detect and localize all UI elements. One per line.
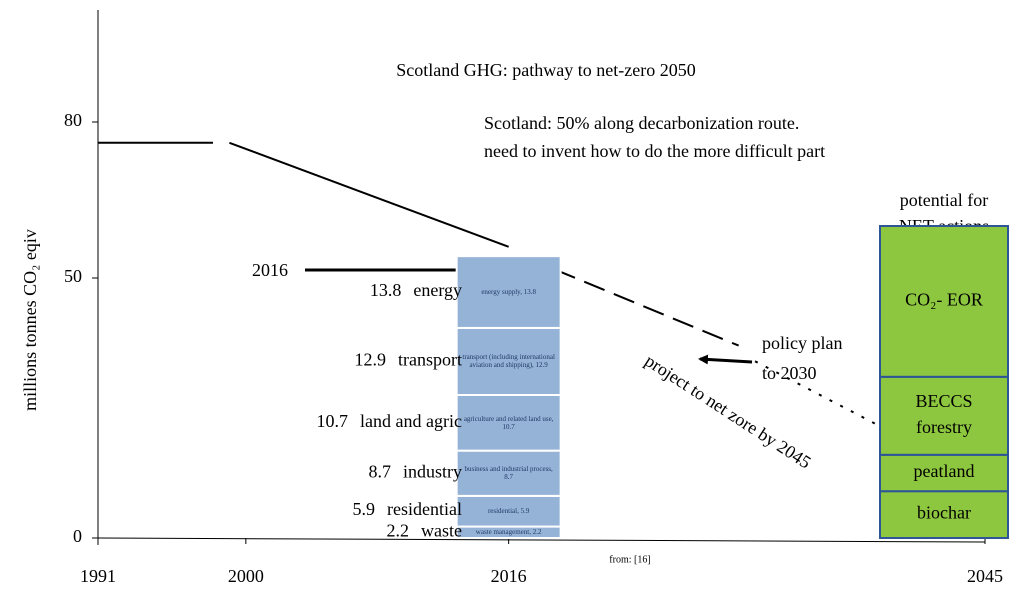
- y-tick-label: 80: [64, 110, 82, 130]
- net-segment: [879, 453, 1009, 493]
- segment-inner-text: agriculture and related land use, 10.7: [463, 414, 554, 431]
- segment-label: 5.9 residential: [353, 499, 462, 519]
- net-label: biochar: [917, 503, 971, 523]
- net-label: CO₂- EOR: [905, 290, 983, 310]
- segment-value: 10.7: [317, 411, 349, 431]
- segment-value: 5.9: [353, 499, 376, 519]
- net-label: BECCS: [915, 391, 972, 411]
- segment-label: 10.7 land and agric: [317, 411, 462, 431]
- segment-inner-text: waste management, 2.2: [475, 528, 542, 537]
- segment-value: 8.7: [368, 461, 391, 481]
- bar-segment: [455, 326, 562, 397]
- segment-value: 2.2: [387, 520, 410, 540]
- annotation: policy plan: [762, 333, 842, 353]
- segment-inner-text: residential, 5.9: [487, 507, 530, 516]
- y-tick-label: 50: [64, 266, 82, 286]
- bar-segment: [455, 394, 562, 452]
- segment-inner-text: energy supply, 13.8: [481, 288, 536, 296]
- y-axis-label: millions tonnes CO₂ eqiv: [20, 229, 40, 411]
- net-label: forestry: [916, 417, 972, 437]
- x-tick-label: 2000: [228, 566, 264, 586]
- segment-name: energy: [413, 280, 462, 300]
- net-label: peatland: [914, 461, 975, 481]
- segment-inner-label: waste management, 2.2: [475, 528, 542, 537]
- net-segment: [879, 375, 1009, 456]
- segment-inner-label: residential, 5.9: [487, 507, 530, 516]
- segment-name: transport: [398, 350, 462, 370]
- bar-segment: [455, 449, 562, 497]
- segment-name: land and agric: [360, 411, 462, 431]
- bar-segment: [455, 494, 562, 528]
- segment-label: 8.7 industry: [368, 461, 462, 481]
- segment-label: 12.9 transport: [355, 350, 462, 370]
- arrow: [698, 354, 753, 365]
- net-title: potential for: [900, 190, 988, 210]
- segment-name: industry: [403, 461, 462, 481]
- note: need to invent how to do the more diffic…: [484, 141, 825, 161]
- segment-label: 13.8 energy: [370, 280, 462, 300]
- note: Scotland: 50% along decarbonization rout…: [484, 113, 799, 133]
- x-tick-label: 2016: [491, 566, 527, 586]
- bar-segment: [455, 255, 562, 329]
- annotation: 2016: [252, 260, 288, 280]
- pathway-line: [229, 141, 509, 248]
- annotation: to 2030: [762, 363, 817, 383]
- segment-name: waste: [421, 520, 462, 540]
- net-segment: [879, 225, 1009, 378]
- segment-inner-label: energy supply, 13.8: [481, 288, 536, 296]
- segment-inner-text: business and industrial process, 8.7: [464, 465, 553, 482]
- y-tick-label: 0: [73, 526, 82, 546]
- segment-value: 12.9: [355, 350, 387, 370]
- x-tick-label: 2045: [967, 566, 1003, 586]
- segment-inner-label: business and industrial process, 8.7: [464, 465, 553, 482]
- x-tick-label: 1991: [80, 566, 116, 586]
- segment-value: 13.8: [370, 280, 402, 300]
- source: from: [16]: [609, 554, 650, 565]
- segment-name: residential: [387, 499, 462, 519]
- segment-inner-text: transport (including international aviat…: [462, 353, 555, 370]
- segment-label: 2.2 waste: [387, 520, 462, 540]
- segment-inner-label: agriculture and related land use, 10.7: [463, 414, 554, 431]
- segment-inner-label: transport (including international aviat…: [462, 353, 555, 370]
- chart-title: Scotland GHG: pathway to net-zero 2050: [396, 60, 695, 80]
